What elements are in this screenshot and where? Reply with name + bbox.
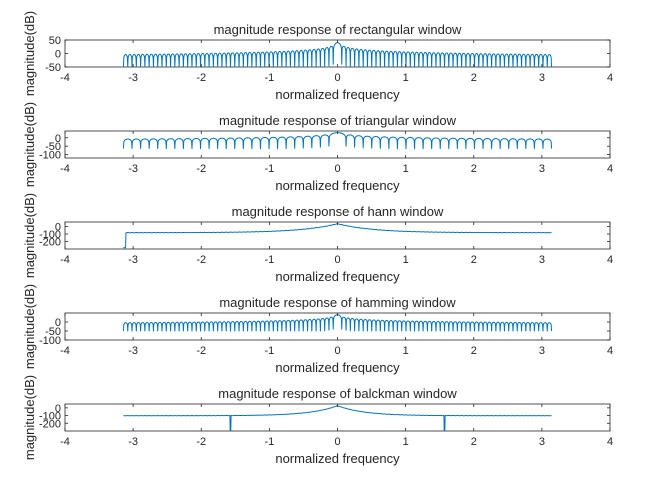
x-tick-label: 2: [471, 345, 477, 357]
y-tick-label: 0: [55, 403, 61, 415]
x-tick-label: 0: [334, 72, 340, 84]
x-tick-label: 2: [471, 163, 477, 175]
x-tick-label: 2: [471, 254, 477, 266]
y-tick-label: 0: [55, 317, 61, 329]
x-tick-label: 4: [607, 254, 613, 266]
x-tick-label: -3: [128, 436, 138, 448]
x-tick-label: -4: [60, 436, 70, 448]
x-tick-label: 4: [607, 72, 613, 84]
axes-box: [64, 39, 611, 68]
x-tick-label: -2: [196, 72, 206, 84]
x-axis-label: normalized frequency: [275, 269, 400, 284]
chart-title: magnitude response of balckman window: [218, 386, 457, 401]
x-tick-label: -4: [60, 163, 70, 175]
x-tick-label: 0: [334, 163, 340, 175]
x-tick-label: 1: [403, 436, 409, 448]
x-tick-label: -3: [128, 163, 138, 175]
y-tick-label: -100: [39, 411, 61, 423]
x-tick-label: 3: [539, 345, 545, 357]
x-tick-label: -1: [264, 345, 274, 357]
y-tick-label: 0: [55, 133, 61, 145]
x-tick-label: 3: [539, 163, 545, 175]
axes-box: [64, 221, 611, 250]
y-axis-label: magnitude(dB): [22, 284, 37, 369]
y-tick-label: -200: [39, 237, 61, 249]
y-tick-label: -100: [39, 229, 61, 241]
y-axis-label: magnitude(dB): [22, 11, 37, 96]
x-tick-label: 2: [471, 72, 477, 84]
x-tick-label: -1: [264, 163, 274, 175]
x-tick-label: 1: [403, 163, 409, 175]
x-tick-label: -4: [60, 345, 70, 357]
y-tick-label: -200: [39, 418, 61, 430]
x-tick-label: -2: [196, 254, 206, 266]
axes-box: [64, 403, 611, 432]
chart-title: magnitude response of hann window: [232, 204, 444, 219]
y-axis-label: magnitude(dB): [22, 102, 37, 187]
chart-title: magnitude response of triangular window: [219, 113, 457, 128]
x-tick-label: 1: [403, 254, 409, 266]
x-tick-label: -3: [128, 72, 138, 84]
x-tick-label: 0: [334, 254, 340, 266]
x-axis-label: normalized frequency: [275, 451, 400, 466]
y-axis-label: magnitude(dB): [22, 375, 37, 460]
x-tick-label: -2: [196, 345, 206, 357]
x-tick-label: -1: [264, 72, 274, 84]
x-tick-label: 0: [334, 436, 340, 448]
axes-box: [64, 130, 611, 159]
x-tick-label: -4: [60, 72, 70, 84]
x-tick-label: 3: [539, 436, 545, 448]
axes-box: [64, 312, 611, 341]
x-tick-label: -3: [128, 345, 138, 357]
x-tick-label: 1: [403, 72, 409, 84]
x-tick-label: -4: [60, 254, 70, 266]
x-tick-label: -3: [128, 254, 138, 266]
y-tick-label: -100: [39, 150, 61, 162]
x-tick-label: -1: [264, 254, 274, 266]
x-axis-label: normalized frequency: [275, 360, 400, 375]
chart-title: magnitude response of hamming window: [219, 295, 456, 310]
x-tick-label: 2: [471, 436, 477, 448]
x-tick-label: 0: [334, 345, 340, 357]
y-axis-label: magnitude(dB): [22, 193, 37, 278]
x-tick-label: 3: [539, 72, 545, 84]
y-tick-label: -50: [45, 141, 61, 153]
x-axis-label: normalized frequency: [275, 178, 400, 193]
x-tick-label: -2: [196, 163, 206, 175]
y-tick-label: -50: [45, 326, 61, 338]
y-tick-label: -100: [39, 335, 61, 347]
y-tick-label: 0: [55, 222, 61, 234]
y-tick-label: -50: [45, 62, 61, 74]
y-tick-label: 0: [55, 49, 61, 61]
x-tick-label: 4: [607, 345, 613, 357]
x-tick-label: -2: [196, 436, 206, 448]
chart-title: magnitude response of rectangular window: [214, 22, 462, 37]
x-tick-label: 3: [539, 254, 545, 266]
x-tick-label: 4: [607, 163, 613, 175]
x-tick-label: 4: [607, 436, 613, 448]
x-tick-label: -1: [264, 436, 274, 448]
y-tick-label: 50: [49, 35, 61, 47]
x-axis-label: normalized frequency: [275, 87, 400, 102]
x-tick-label: 1: [403, 345, 409, 357]
